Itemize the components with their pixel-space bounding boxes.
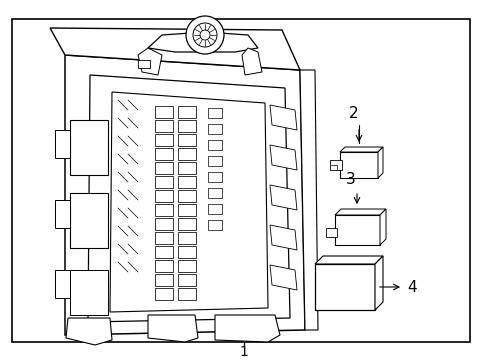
Polygon shape	[334, 209, 385, 215]
Bar	[329, 165, 336, 170]
Bar	[207, 124, 222, 134]
Bar	[178, 120, 196, 132]
Bar	[70, 270, 108, 315]
Polygon shape	[374, 256, 382, 310]
Bar	[178, 162, 196, 174]
Bar	[155, 134, 173, 146]
Bar	[329, 160, 341, 170]
Bar	[155, 204, 173, 216]
Bar	[325, 228, 336, 237]
Bar	[178, 106, 196, 118]
Bar	[314, 264, 374, 310]
Polygon shape	[339, 147, 382, 152]
Bar	[178, 204, 196, 216]
Bar	[155, 176, 173, 188]
Bar	[207, 140, 222, 150]
Bar	[155, 148, 173, 160]
Text: 2: 2	[348, 106, 358, 121]
Bar	[155, 232, 173, 244]
Bar	[207, 204, 222, 214]
Text: 3: 3	[346, 172, 355, 187]
Polygon shape	[66, 318, 112, 345]
Polygon shape	[269, 185, 296, 210]
Bar	[207, 188, 222, 198]
Polygon shape	[314, 256, 382, 264]
Bar	[155, 246, 173, 258]
Bar	[207, 172, 222, 182]
Polygon shape	[377, 147, 382, 178]
Bar	[12, 19, 469, 342]
Text: 4: 4	[406, 279, 416, 294]
Polygon shape	[50, 28, 299, 70]
Bar	[70, 120, 108, 175]
Polygon shape	[148, 315, 198, 342]
Bar	[339, 152, 377, 178]
Polygon shape	[138, 48, 162, 75]
Bar	[178, 232, 196, 244]
Bar	[178, 218, 196, 230]
Bar	[178, 134, 196, 146]
Bar	[207, 108, 222, 118]
Polygon shape	[65, 55, 305, 335]
Bar	[178, 260, 196, 272]
Bar	[155, 120, 173, 132]
Bar	[178, 246, 196, 258]
Polygon shape	[55, 200, 70, 228]
Bar	[178, 148, 196, 160]
Polygon shape	[55, 130, 70, 158]
Bar	[207, 156, 222, 166]
Circle shape	[185, 16, 224, 54]
Bar	[155, 106, 173, 118]
Circle shape	[193, 23, 217, 47]
Polygon shape	[88, 75, 289, 322]
Polygon shape	[55, 270, 70, 298]
Bar	[334, 215, 379, 245]
Polygon shape	[269, 105, 296, 130]
Polygon shape	[110, 92, 267, 312]
Bar	[155, 218, 173, 230]
Bar	[178, 288, 196, 300]
Bar	[155, 190, 173, 202]
Polygon shape	[269, 225, 296, 250]
Polygon shape	[269, 145, 296, 170]
Text: 1: 1	[239, 345, 248, 359]
Bar	[178, 190, 196, 202]
Bar	[178, 176, 196, 188]
Bar	[155, 162, 173, 174]
Bar	[178, 274, 196, 286]
Polygon shape	[379, 209, 385, 245]
Polygon shape	[299, 70, 317, 330]
Polygon shape	[242, 48, 262, 75]
Bar	[70, 193, 108, 248]
Circle shape	[200, 30, 209, 40]
Bar	[138, 60, 150, 68]
Polygon shape	[148, 32, 258, 52]
Polygon shape	[269, 265, 296, 290]
Bar	[155, 288, 173, 300]
Bar	[155, 260, 173, 272]
Bar	[155, 274, 173, 286]
Bar	[207, 220, 222, 230]
Polygon shape	[215, 315, 280, 342]
